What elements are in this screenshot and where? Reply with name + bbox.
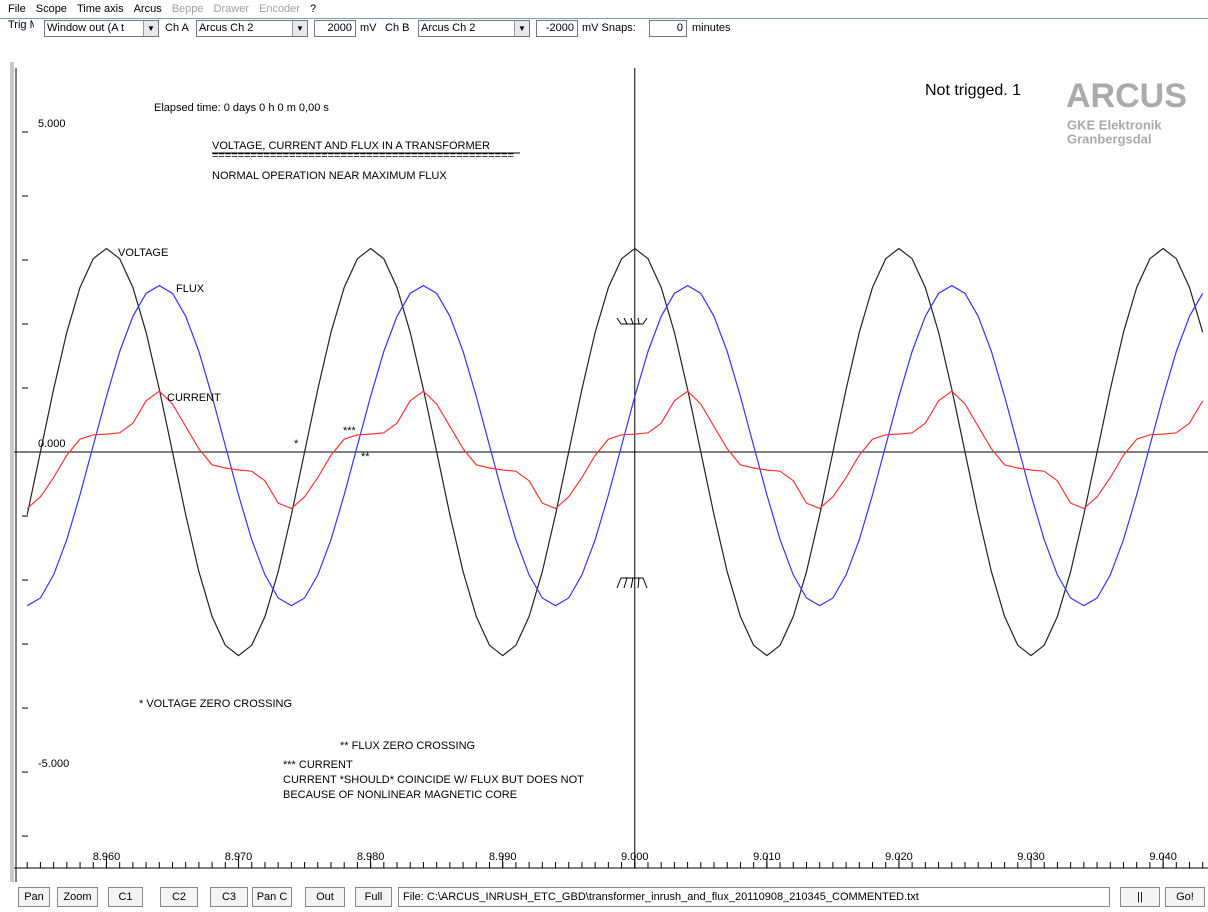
x-tick-label: 8.970 <box>225 851 253 863</box>
trig-label: Trig Mode <box>8 20 34 31</box>
button[interactable]: Zoom <box>57 887 98 907</box>
toolbar: Trig Mode Window out (A t ▼ Ch A Arcus Ch… <box>0 20 1208 62</box>
annotation: BECAUSE OF NONLINEAR MAGNETIC CORE <box>283 789 517 801</box>
x-tick-label: 8.980 <box>357 851 385 863</box>
dropdown-arrow: ▼ <box>143 21 158 36</box>
y-tick-label: -5.000 <box>38 758 69 770</box>
snaps-input[interactable]: 0 <box>649 20 687 37</box>
trigger-status: Not trigged. 1 <box>925 82 1021 99</box>
trig-mode-value: Window out (A t <box>47 22 125 34</box>
logo: ARCUS <box>1066 77 1187 115</box>
button[interactable]: Full <box>355 887 392 907</box>
dropdown-arrow: ▼ <box>514 21 529 36</box>
annotation: *** <box>343 425 357 437</box>
chb-unit: mV Snaps: <box>582 22 636 34</box>
menu-item: Encoder <box>258 3 300 15</box>
trigger-level-a <box>616 317 648 325</box>
annotation: *** CURRENT <box>283 759 353 771</box>
menu-bar: File Scope Time axis Arcus Beppe Drawer Encode… <box>0 0 1208 19</box>
chb-level-input[interactable]: -2000 <box>536 20 578 37</box>
annotation: ** <box>361 451 370 463</box>
trig-mode-select[interactable]: Window out (A t ▼ <box>44 20 159 37</box>
x-tick-label: 9.010 <box>753 851 781 863</box>
button[interactable]: C2 <box>160 887 198 907</box>
series-label: FLUX <box>176 283 205 295</box>
cha-label: Ch A <box>165 22 189 34</box>
menu-item[interactable]: File <box>8 3 26 15</box>
series-label: CURRENT <box>167 392 221 404</box>
elapsed-time: Elapsed time: 0 days 0 h 0 m 0,00 s <box>154 102 329 114</box>
menu-item: Drawer <box>213 3 249 15</box>
file-path: File: C:\ARCUS_INRUSH_ETC_GBD\transforme… <box>398 887 1110 907</box>
chb-select[interactable]: Arcus Ch 2 ▼ <box>418 20 530 37</box>
logo-line: Granbergsdal <box>1067 131 1152 146</box>
annotation: * <box>294 438 299 450</box>
cha-select[interactable]: Arcus Ch 2 ▼ <box>196 20 308 37</box>
button[interactable]: Pan <box>18 887 50 907</box>
y-tick-label: 5.000 <box>38 118 66 130</box>
chb-value: Arcus Ch 2 <box>421 22 476 34</box>
series-label: VOLTAGE <box>118 247 168 259</box>
button[interactable]: C1 <box>108 887 143 907</box>
button[interactable]: Out <box>305 887 345 907</box>
menu-item[interactable]: Arcus <box>133 3 162 15</box>
snaps-unit: minutes <box>692 22 731 34</box>
menu-item[interactable]: Time axis <box>76 3 124 15</box>
annotation: ** FLUX ZERO CROSSING <box>340 740 475 752</box>
annotation: CURRENT *SHOULD* COINCIDE W/ FLUX BUT DO… <box>283 774 584 786</box>
menu-item[interactable]: ? <box>309 3 317 15</box>
annotation: VOLTAGE, CURRENT AND FLUX IN A TRANSFORM… <box>212 140 490 152</box>
menu-item[interactable]: Scope <box>35 3 67 15</box>
chb-label: Ch B <box>385 22 410 34</box>
logo-line: GKE Elektronik <box>1067 117 1162 132</box>
x-tick-label: 8.990 <box>489 851 517 863</box>
button[interactable]: Go! <box>1165 887 1205 907</box>
x-tick-label: 9.020 <box>885 851 913 863</box>
annotation: * VOLTAGE ZERO CROSSING <box>139 698 292 710</box>
cha-value: Arcus Ch 2 <box>199 22 254 34</box>
button[interactable]: || <box>1120 887 1160 907</box>
bottom-bar: File: C:\ARCUS_INRUSH_ETC_GBD\transforme… <box>0 882 1208 912</box>
series-line <box>26 390 1204 510</box>
x-tick-label: 9.030 <box>1017 851 1045 863</box>
trigger-level-b <box>616 577 648 589</box>
x-tick-label: 8.960 <box>93 851 121 863</box>
series-line <box>26 247 1204 657</box>
x-tick-label: 9.040 <box>1149 851 1177 863</box>
y-tick-label: 0.000 <box>38 438 66 450</box>
annotation: NORMAL OPERATION NEAR MAXIMUM FLUX <box>212 170 447 182</box>
menu-item: Beppe <box>171 3 204 15</box>
series-line <box>26 284 1204 607</box>
dropdown-arrow: ▼ <box>292 21 307 36</box>
annotation: ========================================… <box>212 150 514 162</box>
button[interactable]: Pan C <box>252 887 292 907</box>
scroll-bar <box>10 62 14 882</box>
cha-unit: mV <box>360 22 377 34</box>
button[interactable]: C3 <box>210 887 248 907</box>
cha-level-input[interactable]: 2000 <box>314 20 356 37</box>
